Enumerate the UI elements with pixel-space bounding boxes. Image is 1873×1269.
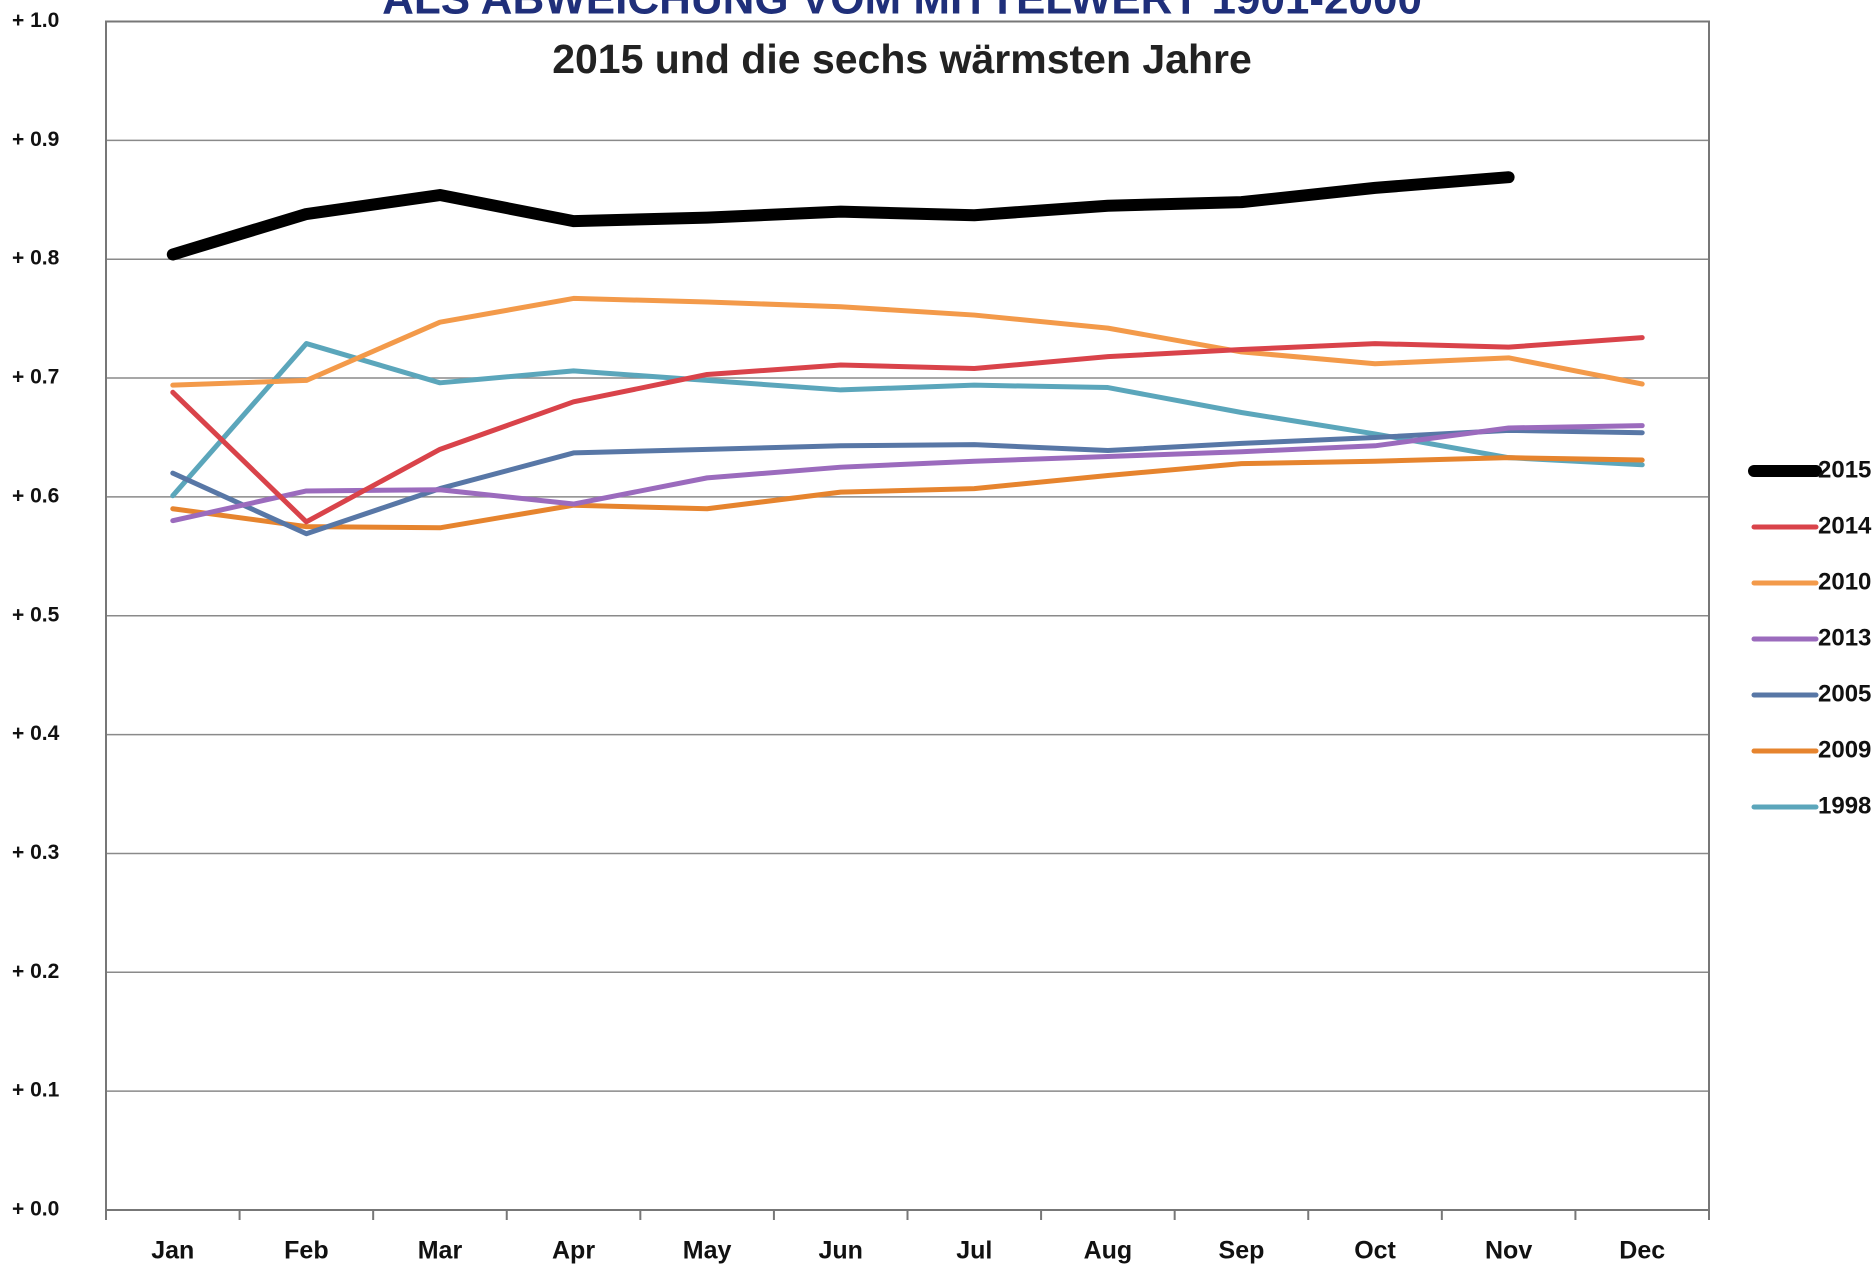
series-line <box>170 295 1645 388</box>
x-tick-label: Mar <box>418 1237 463 1265</box>
chart-subtitle: 2015 und die sechs wärmsten Jahre <box>552 36 1252 82</box>
y-tick-label: + 0.3 <box>12 841 59 864</box>
legend-label: 1998 <box>1818 792 1871 819</box>
y-tick-label: + 0.1 <box>12 1079 60 1102</box>
y-tick-label: + 0.8 <box>12 247 60 270</box>
x-tick-label: Dec <box>1619 1237 1665 1265</box>
x-tick-label: Nov <box>1485 1237 1532 1265</box>
x-tick-label: Jan <box>151 1237 194 1265</box>
series-line <box>170 335 1645 525</box>
x-tick-label: Oct <box>1354 1237 1396 1265</box>
legend-label: 2014 <box>1818 512 1872 539</box>
x-tick-label: May <box>683 1237 732 1265</box>
y-tick-label: + 0.7 <box>12 366 59 389</box>
legend-label: 2013 <box>1818 624 1871 651</box>
x-tick-label: Aug <box>1084 1237 1133 1265</box>
x-tick-label: Sep <box>1219 1237 1265 1265</box>
y-tick-label: + 0.5 <box>12 603 60 626</box>
chart-title: ALS ABWEICHUNG VOM MITTELWERT 1901-2000 <box>382 0 1422 24</box>
legend-label: 2005 <box>1818 680 1871 707</box>
legend-label: 2015 <box>1818 456 1871 483</box>
x-tick-label: Jul <box>956 1237 992 1265</box>
x-tick-label: Jun <box>818 1237 862 1265</box>
y-tick-label: + 0.9 <box>12 128 59 151</box>
legend-label: 2009 <box>1818 736 1871 763</box>
y-tick-label: + 0.4 <box>12 722 60 745</box>
x-tick-label: Feb <box>284 1237 328 1265</box>
series-line <box>170 423 1645 524</box>
y-tick-label: + 1.0 <box>12 9 59 32</box>
y-tick-label: + 0.0 <box>12 1198 59 1221</box>
x-tick-label: Apr <box>552 1237 595 1265</box>
legend-label: 2010 <box>1818 568 1871 595</box>
y-tick-label: + 0.6 <box>12 484 59 507</box>
y-tick-label: + 0.2 <box>12 960 59 983</box>
series-line <box>170 455 1645 531</box>
series-line <box>166 171 1515 261</box>
series-line <box>170 427 1645 537</box>
